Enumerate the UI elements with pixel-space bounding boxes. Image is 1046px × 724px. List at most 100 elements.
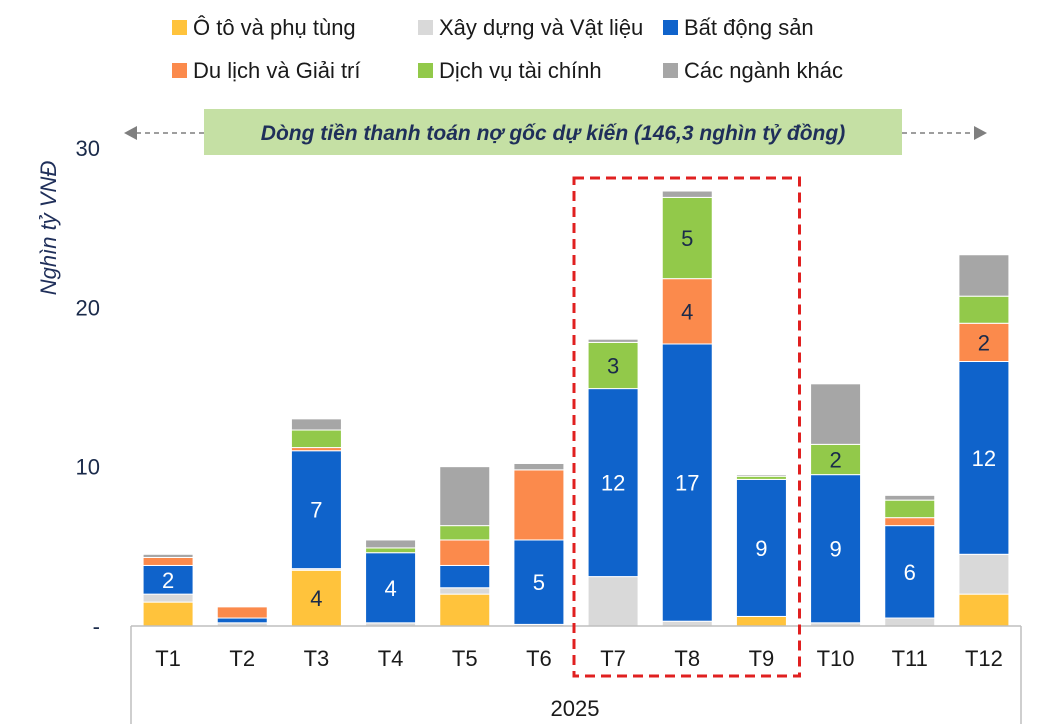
y-tick-label-2: 20 [76, 295, 100, 320]
bar-T11-series-1 [884, 617, 936, 627]
legend-swatch-3 [172, 63, 187, 78]
y-tick-label-3: 30 [76, 136, 100, 161]
bar-T10-series-5 [810, 383, 862, 445]
bar-T9-series-0 [735, 615, 787, 627]
bar-T8-series-5 [661, 190, 713, 198]
highlight-box [572, 176, 801, 678]
bar-T10-series-4 [810, 443, 862, 476]
x-tick-label-T6: T6 [526, 646, 552, 671]
bar-T5-series-1 [439, 587, 491, 595]
x-tick-label-T3: T3 [304, 646, 330, 671]
legend-label-4: Dịch vụ tài chính [439, 58, 602, 83]
x-categories: T1 T2 T3 T4 T5 T6 T7 T8 T9 T10 T11 T12 [155, 646, 1003, 671]
bar-T8-series-3 [661, 278, 713, 345]
legend-swatch-2 [663, 20, 678, 35]
data-label-T12-series-2: 12 [972, 446, 996, 471]
bar-T10-series-2 [810, 474, 862, 624]
banner-text: Dòng tiền thanh toán nợ gốc dự kiến (146… [261, 122, 845, 145]
bar-T4-series-5 [365, 539, 417, 549]
bar-T9-series-2 [735, 478, 787, 617]
legend: Ô tô và phụ tùng Xây dựng và Vật liệu Bất … [172, 15, 843, 83]
bar-T12-series-1 [958, 553, 1010, 595]
y-tick-label-0: - [93, 614, 100, 639]
bar-T4-series-2 [365, 552, 417, 624]
bar-T3-series-0 [290, 569, 342, 627]
bar-T12-series-5 [958, 254, 1010, 297]
bar-T2-series-3 [216, 606, 268, 619]
y-axis-label: Nghìn tỷ VNĐ [36, 161, 61, 296]
bar-T2-series-2 [216, 617, 268, 624]
legend-label-1: Xây dựng và Vật liệu [439, 15, 643, 40]
bar-T5-series-4 [439, 525, 491, 541]
bar-T11-series-3 [884, 517, 936, 527]
bar-T11-series-5 [884, 494, 936, 501]
bar-T5-series-5 [439, 466, 491, 527]
x-tick-label-T1: T1 [155, 646, 181, 671]
bar-T7-series-2 [587, 388, 639, 578]
banner: Dòng tiền thanh toán nợ gốc dự kiến (146… [124, 109, 987, 155]
data-label-T10-series-2: 9 [829, 537, 841, 562]
bar-T3-series-5 [290, 418, 342, 431]
axes [130, 625, 1022, 724]
y-ticks: - 10 20 30 [76, 136, 100, 639]
data-label-T9-series-2: 9 [755, 536, 767, 561]
x-tick-label-T12: T12 [965, 646, 1003, 671]
data-label-T10-series-4: 2 [829, 447, 841, 472]
bar-T5-series-3 [439, 539, 491, 566]
bar-T1-series-5 [142, 553, 194, 558]
data-label-T3-series-2: 7 [310, 498, 322, 523]
bar-T4-series-4 [365, 547, 417, 554]
bar-T11-series-4 [884, 499, 936, 519]
banner-box [204, 109, 902, 155]
bar-T6-series-2 [513, 539, 565, 625]
x-tick-label-T10: T10 [817, 646, 855, 671]
bar-T7-series-5 [587, 338, 639, 343]
data-label-T4-series-2: 4 [384, 576, 396, 601]
legend-swatch-0 [172, 20, 187, 35]
data-label-T8-series-3: 4 [681, 299, 693, 324]
x-tick-label-T9: T9 [749, 646, 775, 671]
data-label-T7-series-4: 3 [607, 353, 619, 378]
y-tick-label-1: 10 [76, 455, 100, 480]
x-tick-label-T7: T7 [600, 646, 626, 671]
banner-arrow-right-head [974, 126, 987, 140]
bar-T5-series-2 [439, 564, 491, 589]
plot-area: 2 4 7 4 5 12 3 17 4 5 9 9 2 6 12 2 [142, 190, 1010, 627]
bar-T1-series-3 [142, 556, 194, 566]
bar-T1-series-1 [142, 593, 194, 603]
data-label-T8-series-4: 5 [681, 226, 693, 251]
legend-label-3: Du lịch và Giải trí [193, 58, 361, 83]
legend-swatch-1 [418, 20, 433, 35]
bar-T12-series-4 [958, 295, 1010, 324]
bar-T6-series-5 [513, 462, 565, 471]
data-label-T12-series-3: 2 [978, 330, 990, 355]
data-label-T3-series-0: 4 [310, 586, 322, 611]
legend-swatch-4 [418, 63, 433, 78]
bar-T9-series-5 [735, 474, 787, 477]
bar-T12-series-3 [958, 322, 1010, 363]
bar-T1-series-2 [142, 564, 194, 595]
bar-T8-series-2 [661, 343, 713, 622]
bar-T11-series-2 [884, 525, 936, 619]
data-label-T11-series-2: 6 [904, 560, 916, 585]
data-label-T8-series-2: 17 [675, 471, 699, 496]
x-axis-label: 2025 [551, 696, 600, 721]
bar-T5-series-0 [439, 593, 491, 627]
bar-T12-series-2 [958, 361, 1010, 555]
banner-arrow-left-head [124, 126, 137, 140]
highlight-box-group [572, 176, 801, 678]
bar-T8-series-4 [661, 196, 713, 280]
bar-T7-series-4 [587, 341, 639, 390]
legend-label-0: Ô tô và phụ tùng [193, 15, 356, 40]
bar-T6-series-3 [513, 469, 565, 541]
legend-label-5: Các ngành khác [684, 58, 843, 83]
legend-label-2: Bất động sản [684, 15, 814, 40]
x-tick-label-T2: T2 [229, 646, 255, 671]
data-label-T7-series-2: 12 [601, 471, 625, 496]
bar-T1-series-0 [142, 601, 194, 627]
legend-swatch-5 [663, 63, 678, 78]
x-tick-label-T4: T4 [378, 646, 404, 671]
x-tick-label-T5: T5 [452, 646, 478, 671]
data-label-T6-series-2: 5 [533, 570, 545, 595]
